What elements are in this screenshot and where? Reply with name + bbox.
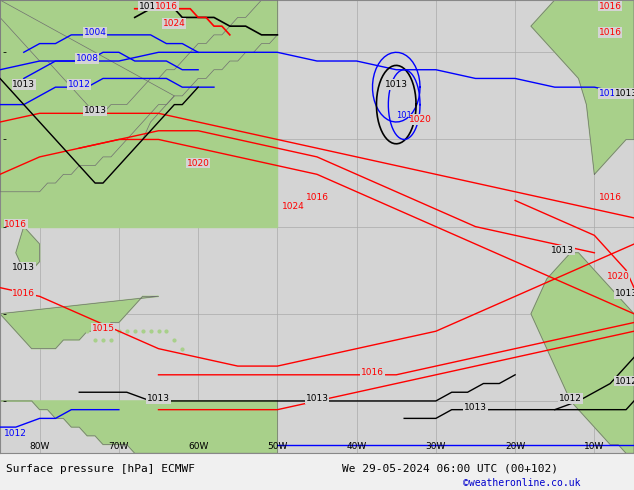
Text: 1016: 1016 — [598, 2, 622, 11]
Text: 1013: 1013 — [614, 89, 634, 98]
Text: 1016: 1016 — [155, 2, 178, 11]
Text: -: - — [3, 221, 6, 232]
Text: 1016: 1016 — [12, 290, 36, 298]
Text: 1013: 1013 — [464, 403, 487, 412]
Text: 101: 101 — [396, 111, 412, 120]
Text: 1013: 1013 — [147, 394, 170, 403]
Text: -: - — [3, 134, 6, 145]
Text: 1012: 1012 — [559, 394, 582, 403]
Polygon shape — [0, 0, 277, 226]
Text: 1012: 1012 — [614, 376, 634, 386]
Text: 1013: 1013 — [84, 106, 107, 115]
Polygon shape — [531, 0, 634, 174]
Text: 60W: 60W — [188, 441, 209, 451]
Text: 1016: 1016 — [598, 28, 622, 37]
Text: 1013: 1013 — [385, 80, 408, 89]
Text: 1016: 1016 — [4, 220, 27, 229]
Text: 1012: 1012 — [598, 89, 622, 98]
Text: 1020: 1020 — [408, 115, 432, 124]
Text: 30W: 30W — [425, 441, 446, 451]
Text: 1016: 1016 — [306, 194, 328, 202]
Polygon shape — [0, 0, 277, 113]
Text: -: - — [3, 396, 6, 406]
Polygon shape — [0, 401, 277, 453]
Polygon shape — [531, 253, 634, 453]
Text: -: - — [3, 48, 6, 57]
Polygon shape — [0, 0, 277, 192]
Polygon shape — [16, 226, 39, 270]
Text: 1004: 1004 — [84, 28, 107, 37]
Text: 1013: 1013 — [551, 246, 574, 255]
Polygon shape — [0, 0, 174, 183]
Text: 1013: 1013 — [12, 80, 36, 89]
Text: 70W: 70W — [108, 441, 129, 451]
Text: 1012: 1012 — [4, 429, 27, 438]
Text: 80W: 80W — [29, 441, 50, 451]
Text: 1013: 1013 — [306, 394, 328, 403]
Text: ©weatheronline.co.uk: ©weatheronline.co.uk — [463, 478, 580, 488]
Text: Surface pressure [hPa] ECMWF: Surface pressure [hPa] ECMWF — [6, 464, 195, 473]
Text: 50W: 50W — [267, 441, 288, 451]
Polygon shape — [0, 296, 158, 349]
Text: 1020: 1020 — [186, 159, 210, 168]
Text: 1013: 1013 — [12, 263, 36, 272]
Text: 1013: 1013 — [614, 290, 634, 298]
Text: 1008: 1008 — [75, 54, 99, 63]
Text: 20W: 20W — [505, 441, 525, 451]
Text: 1020: 1020 — [607, 272, 630, 281]
Text: 1024: 1024 — [282, 202, 304, 211]
Text: We 29-05-2024 06:00 UTC (00+102): We 29-05-2024 06:00 UTC (00+102) — [342, 464, 559, 473]
Text: 1016: 1016 — [361, 368, 384, 377]
Text: 1012: 1012 — [68, 80, 91, 89]
Text: 40W: 40W — [347, 441, 366, 451]
Text: 10W: 10W — [584, 441, 605, 451]
Text: 1015: 1015 — [91, 324, 115, 333]
Text: 1016: 1016 — [139, 2, 162, 11]
Text: 1024: 1024 — [163, 19, 186, 28]
Text: -: - — [3, 309, 6, 319]
Text: 1016: 1016 — [598, 194, 622, 202]
